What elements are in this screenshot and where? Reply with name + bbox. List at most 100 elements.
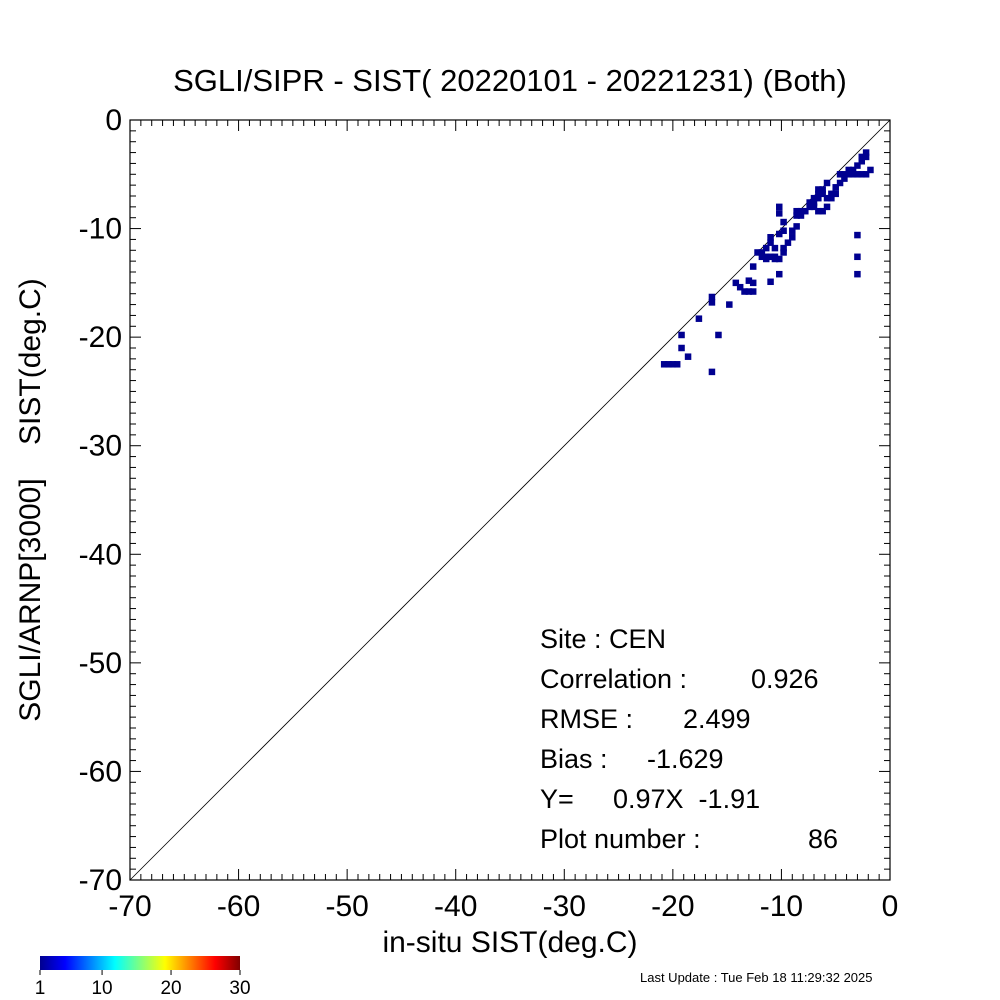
colorbar-tick-label: 20 [160, 978, 181, 999]
data-point [695, 315, 703, 322]
y-tick-labels: -70 -60 -50 -40 -30 -20 -10 0 [79, 104, 122, 897]
stats-rmse-label: RMSE : [540, 704, 633, 734]
y-tick-label: -30 [79, 430, 122, 463]
data-point [669, 361, 677, 368]
y-tick-label: -50 [79, 647, 122, 680]
data-point [749, 263, 757, 270]
data-point [815, 194, 822, 202]
stats-plot-number-label: Plot number : [540, 824, 701, 854]
data-point [762, 255, 770, 263]
data-point [762, 244, 770, 252]
data-point [849, 166, 857, 174]
data-point [819, 190, 826, 198]
data-point [797, 207, 805, 215]
data-point [849, 171, 857, 178]
data-point [754, 249, 761, 256]
data-point [815, 207, 822, 215]
x-tick-labels: -70 -60 -50 -40 -30 -20 -10 0 [108, 890, 898, 923]
data-point [726, 301, 733, 308]
data-point [708, 299, 716, 306]
data-point [858, 153, 866, 161]
data-point [862, 153, 870, 161]
data-point [767, 239, 774, 246]
data-point [678, 331, 685, 339]
minor-ticks [129, 119, 891, 881]
data-point [797, 212, 805, 219]
colorbar [40, 956, 240, 970]
data-point [823, 179, 831, 187]
data-point [776, 255, 783, 263]
data-point [758, 249, 766, 256]
data-point [780, 227, 787, 234]
data-point [776, 270, 783, 278]
data-point [832, 190, 839, 198]
data-point [806, 199, 813, 206]
data-point [673, 361, 681, 368]
x-tick-label: -50 [325, 890, 368, 923]
data-point [745, 288, 753, 295]
data-point [810, 199, 818, 206]
data-point [771, 255, 779, 263]
data-point [660, 361, 668, 368]
data-point [806, 203, 813, 211]
data-point [854, 162, 861, 169]
data-point [862, 171, 870, 178]
data-point [793, 212, 800, 219]
data-point [780, 249, 787, 256]
data-point [745, 277, 753, 284]
data-point [841, 175, 848, 182]
x-tick-label: -30 [543, 890, 586, 923]
data-point [736, 283, 744, 291]
data-point [780, 218, 787, 226]
data-point [828, 194, 835, 202]
x-tick-label: -10 [760, 890, 803, 923]
y-tick-label: -40 [79, 538, 122, 571]
data-point [789, 234, 796, 241]
data-point [854, 171, 861, 178]
y-tick-label: -70 [79, 864, 122, 897]
one-to-one-line [129, 119, 891, 881]
x-tick-label: -20 [651, 890, 694, 923]
data-point [836, 171, 844, 178]
data-point [841, 171, 848, 178]
stats-correlation-label: Correlation : [540, 664, 687, 694]
data-point [854, 231, 861, 239]
stats-site: Site : CEN [540, 624, 666, 654]
data-point [767, 234, 774, 241]
data-point [776, 230, 783, 238]
data-point [789, 227, 796, 234]
data-point [741, 288, 748, 295]
stats-rmse-value: 2.499 [683, 704, 751, 734]
colorbar-labels: 1 10 20 30 [35, 978, 251, 999]
x-tick-label: -60 [217, 890, 260, 923]
data-point [732, 279, 740, 287]
stats-annotation: Site : CEN Correlation : 0.926 RMSE : 2.… [540, 624, 838, 854]
data-point [823, 203, 831, 211]
data-point [776, 203, 783, 211]
data-point [776, 210, 783, 217]
data-point [845, 171, 852, 178]
data-point [678, 344, 685, 352]
stats-fit-label: Y= [540, 784, 574, 814]
last-update-text: Last Update : Tue Feb 18 11:29:32 2025 [640, 970, 873, 985]
data-point [819, 186, 826, 193]
data-point [780, 244, 787, 252]
data-point [854, 253, 861, 261]
stats-plot-number-value: 86 [808, 824, 838, 854]
data-point [867, 166, 874, 174]
data-point [815, 190, 822, 198]
data-point [810, 203, 818, 211]
data-point [815, 186, 822, 193]
y-tick-label: -60 [79, 755, 122, 788]
x-tick-label: -40 [434, 890, 477, 923]
data-point [749, 288, 757, 295]
data-point [784, 239, 792, 246]
data-point [793, 207, 800, 215]
stats-bias-value: -1.629 [647, 744, 724, 774]
data-point [767, 278, 774, 286]
y-axis-label: SGLI/ARNP[3000] SIST(deg.C) [14, 278, 47, 722]
chart-title: SGLI/SIPR - SIST( 20220101 - 20221231) (… [173, 63, 847, 98]
stats-correlation-value: 0.926 [751, 664, 819, 694]
data-point [832, 184, 839, 191]
